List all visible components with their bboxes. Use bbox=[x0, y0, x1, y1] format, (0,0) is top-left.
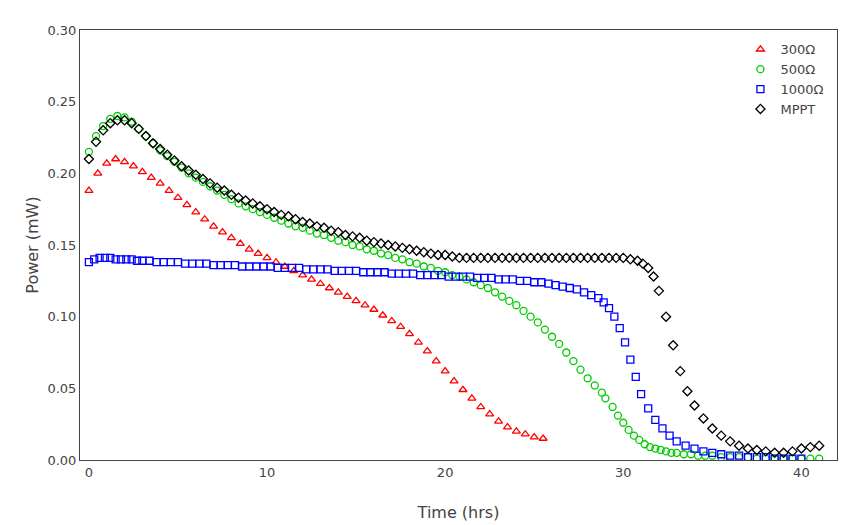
svg-text:300Ω: 300Ω bbox=[780, 42, 815, 57]
svg-text:500Ω: 500Ω bbox=[780, 62, 815, 77]
svg-text:MPPT: MPPT bbox=[780, 102, 815, 117]
svg-text:Time (hrs): Time (hrs) bbox=[417, 503, 500, 522]
svg-text:0.25: 0.25 bbox=[47, 94, 76, 109]
svg-text:0.10: 0.10 bbox=[47, 309, 76, 324]
svg-text:0.05: 0.05 bbox=[47, 381, 76, 396]
svg-text:0.30: 0.30 bbox=[47, 23, 76, 38]
svg-text:0.00: 0.00 bbox=[47, 453, 76, 468]
svg-text:Power (mW): Power (mW) bbox=[23, 196, 42, 293]
svg-text:1000Ω: 1000Ω bbox=[780, 82, 823, 97]
svg-text:40: 40 bbox=[793, 465, 810, 480]
svg-text:0: 0 bbox=[85, 465, 93, 480]
svg-text:30: 30 bbox=[615, 465, 632, 480]
svg-text:0.15: 0.15 bbox=[47, 238, 76, 253]
svg-text:20: 20 bbox=[437, 465, 454, 480]
svg-text:10: 10 bbox=[259, 465, 276, 480]
svg-text:0.20: 0.20 bbox=[47, 166, 76, 181]
